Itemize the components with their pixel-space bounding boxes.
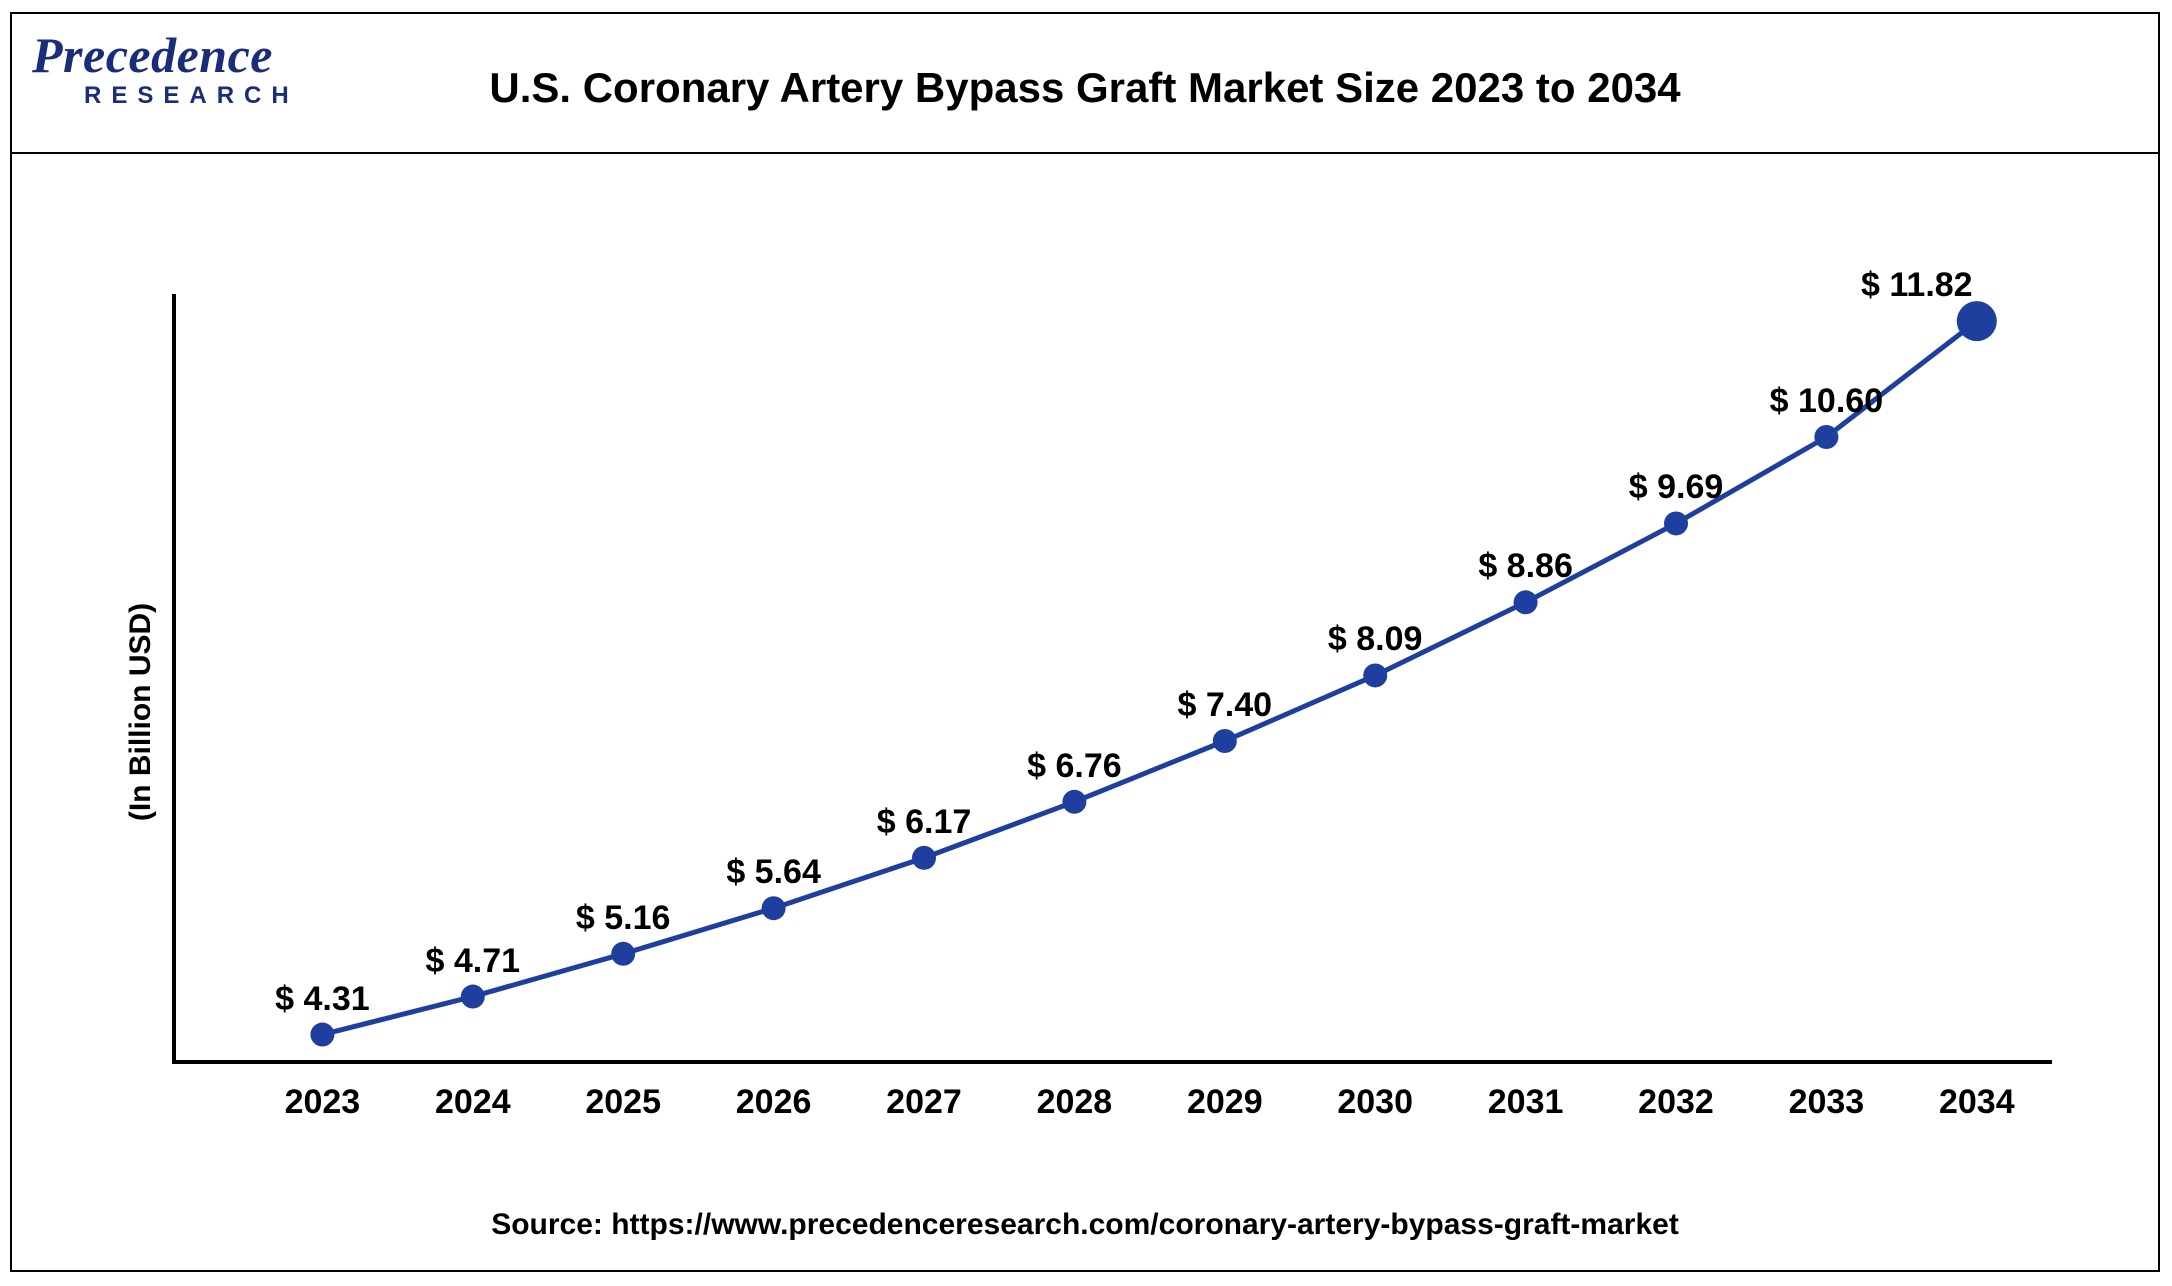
data-marker [912, 846, 936, 870]
data-label: $ 6.76 [1027, 747, 1122, 786]
x-tick-label: 2023 [285, 1083, 361, 1122]
chart-body: (In Billion USD) $ 4.312023$ 4.712024$ 5… [12, 154, 2158, 1270]
data-marker [1062, 790, 1086, 814]
data-marker [611, 942, 635, 966]
data-label: $ 8.09 [1328, 620, 1423, 659]
data-label: $ 11.82 [1861, 266, 1973, 305]
chart-title: U.S. Coronary Artery Bypass Graft Market… [12, 64, 2158, 112]
data-label: $ 5.64 [726, 853, 821, 892]
data-label: $ 5.16 [576, 899, 671, 938]
data-label: $ 10.60 [1770, 382, 1883, 421]
data-marker [1363, 663, 1387, 687]
data-label: $ 6.17 [877, 803, 972, 842]
x-tick-label: 2033 [1789, 1083, 1865, 1122]
data-marker [1664, 511, 1688, 535]
data-label: $ 9.69 [1629, 468, 1724, 507]
data-marker [1814, 425, 1838, 449]
data-marker [461, 985, 485, 1009]
source-text: Source: https://www.precedenceresearch.c… [12, 1208, 2158, 1242]
chart-container: Precedence RESEARCH U.S. Coronary Artery… [10, 12, 2160, 1272]
x-tick-label: 2030 [1337, 1083, 1413, 1122]
data-label: $ 7.40 [1178, 686, 1273, 725]
plot-area: $ 4.312023$ 4.712024$ 5.162025$ 5.642026… [172, 294, 2052, 1064]
data-label: $ 8.86 [1478, 547, 1573, 586]
chart-header: Precedence RESEARCH U.S. Coronary Artery… [12, 14, 2158, 154]
y-axis-label: (In Billion USD) [124, 603, 158, 821]
x-tick-label: 2034 [1939, 1083, 2015, 1122]
x-tick-label: 2028 [1037, 1083, 1113, 1122]
x-tick-label: 2032 [1638, 1083, 1714, 1122]
x-tick-label: 2024 [435, 1083, 511, 1122]
data-marker [310, 1023, 334, 1047]
data-label: $ 4.71 [426, 942, 521, 981]
data-marker [762, 896, 786, 920]
x-tick-label: 2031 [1488, 1083, 1564, 1122]
x-tick-label: 2025 [585, 1083, 661, 1122]
x-tick-label: 2029 [1187, 1083, 1263, 1122]
x-tick-label: 2026 [736, 1083, 812, 1122]
data-marker [1213, 729, 1237, 753]
data-label: $ 4.31 [275, 980, 370, 1019]
data-marker [1514, 590, 1538, 614]
series-line [322, 321, 1976, 1034]
data-marker [1957, 301, 1997, 341]
x-tick-label: 2027 [886, 1083, 962, 1122]
